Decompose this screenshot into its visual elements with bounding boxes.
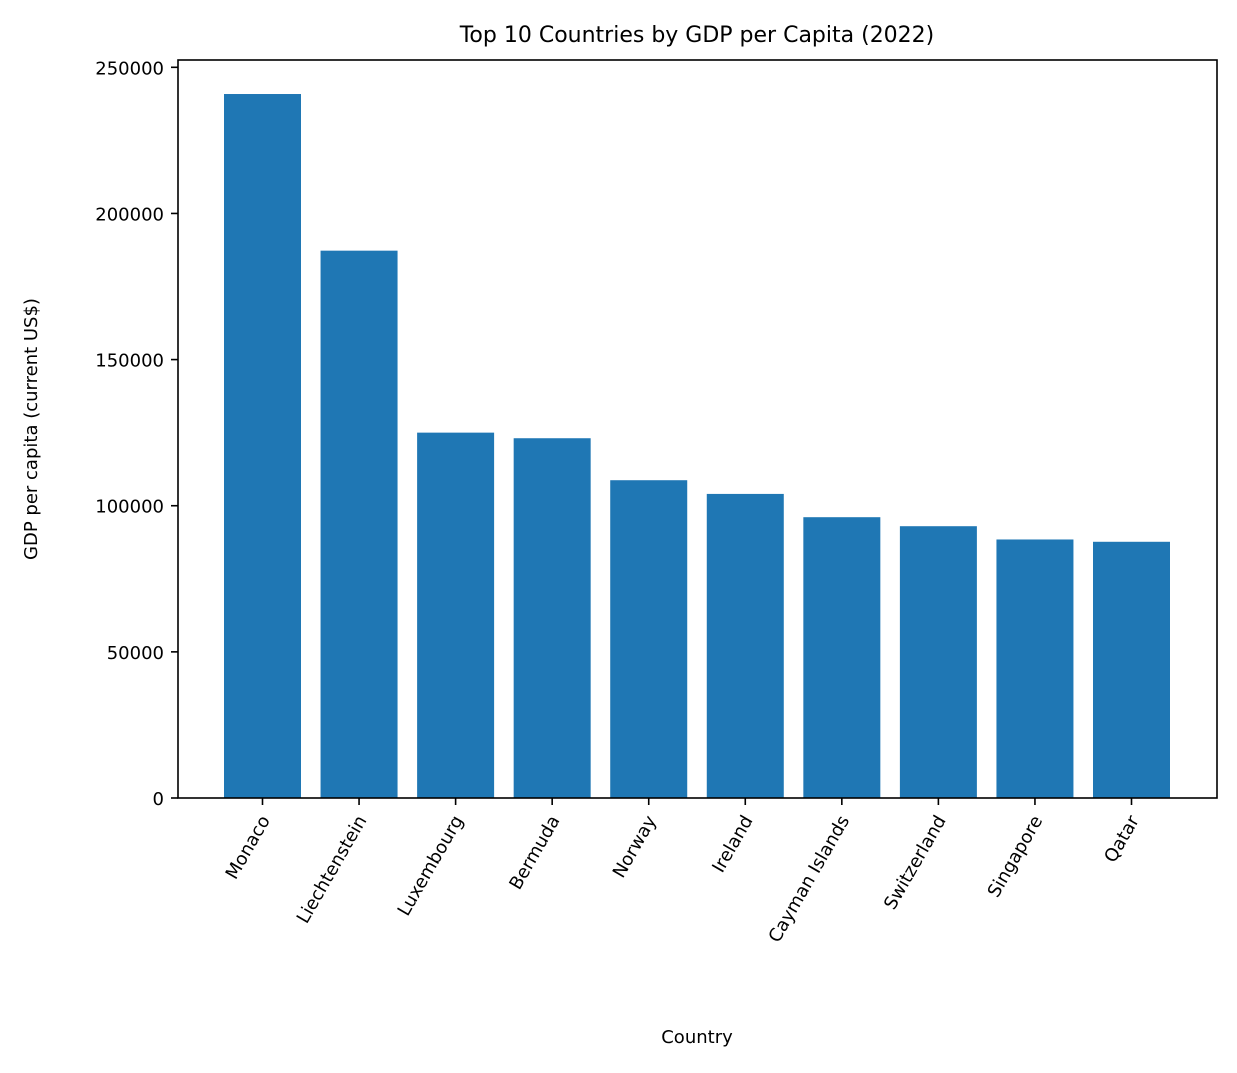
x-tick-label: Luxembourg (394, 812, 468, 920)
plot-frame (177, 59, 1218, 799)
bars-layer (224, 94, 1170, 799)
x-tick-label: Norway (609, 812, 662, 882)
bar-monaco (224, 94, 301, 799)
x-tick-label: Monaco (222, 812, 275, 883)
x-tick-label: Singapore (984, 812, 1048, 901)
bar-ireland (706, 493, 784, 798)
x-tick-label: Bermuda (505, 812, 564, 893)
x-tick-label: Liechtenstein (293, 812, 372, 927)
bar-singapore (996, 539, 1074, 798)
y-axis-label: GDP per capita (current US$) (21, 298, 42, 560)
bar-norway (610, 480, 688, 798)
x-tick-label: Cayman Islands (765, 812, 855, 946)
bar-bermuda (513, 438, 591, 798)
y-tick-label: 100000 (95, 497, 164, 518)
x-axis: Monaco Liechtenstein Luxembourg Bermuda Norw… (222, 798, 1144, 946)
y-tick-label: 200000 (95, 204, 164, 225)
y-tick-label: 50000 (107, 643, 164, 664)
x-axis-label: Country (661, 1027, 733, 1048)
chart-title: Top 10 Countries by GDP per Capita (2022… (459, 23, 935, 48)
x-tick-label: Qatar (1100, 811, 1144, 866)
bar-cayman-islands (803, 517, 881, 798)
y-axis: 0 50000 100000 150000 200000 250000 (95, 58, 178, 810)
y-tick-label: 150000 (95, 351, 164, 372)
x-tick-label: Switzerland (880, 812, 951, 913)
x-tick-label: Ireland (708, 812, 757, 876)
y-tick-label: 0 (153, 789, 164, 810)
bar-switzerland (899, 526, 977, 798)
y-tick-label: 250000 (95, 58, 164, 79)
bar-qatar (1093, 541, 1170, 798)
bar-luxembourg (417, 432, 495, 798)
bar-liechtenstein (320, 250, 398, 799)
